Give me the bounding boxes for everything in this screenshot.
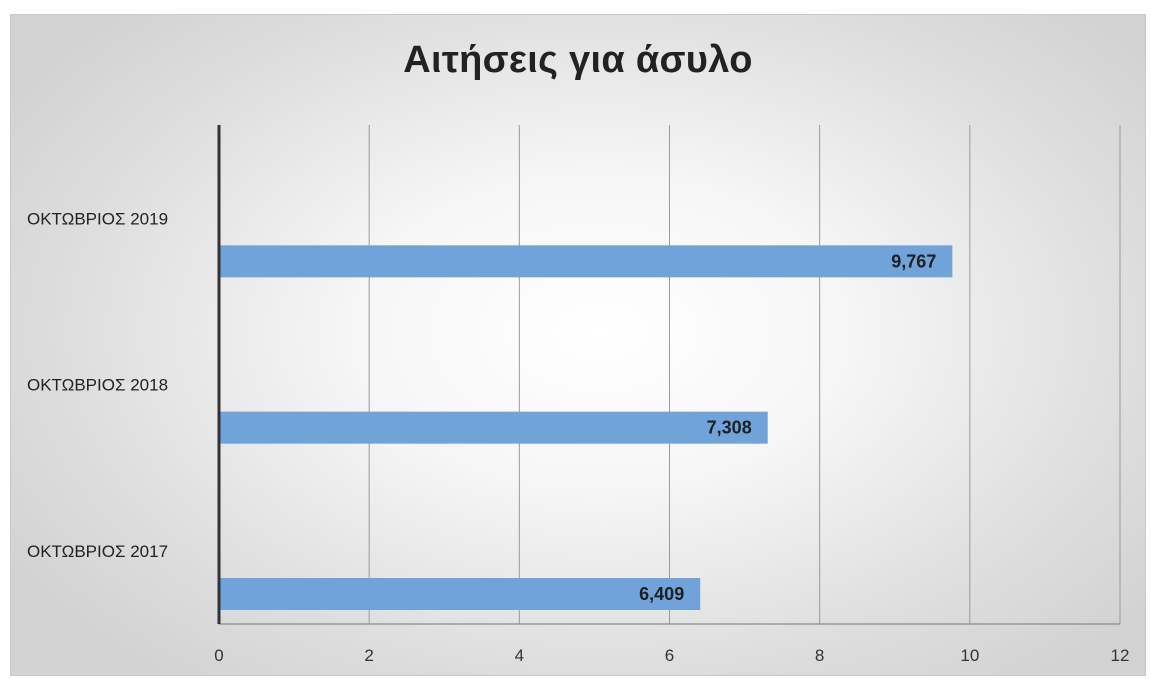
bar <box>220 245 953 278</box>
category-label: ΟΚΤΩΒΡΙΟΣ 2018 <box>27 376 168 395</box>
bar <box>220 578 701 610</box>
category-label: ΟΚΤΩΒΡΙΟΣ 2017 <box>27 542 168 561</box>
chart-title: Αιτήσεις για άσυλο <box>403 39 753 81</box>
bar <box>220 411 768 444</box>
data-label: 9,767 <box>891 251 936 271</box>
data-label: 7,308 <box>707 418 752 438</box>
x-tick-label: 0 <box>214 646 223 665</box>
x-tick-label: 8 <box>815 646 824 665</box>
x-tick-label: 2 <box>364 646 373 665</box>
chart-frame: Αιτήσεις για άσυλο <box>10 14 1146 676</box>
x-tick-label: 10 <box>960 646 979 665</box>
x-tick-label: 12 <box>1111 646 1130 665</box>
category-label: ΟΚΤΩΒΡΙΟΣ 2019 <box>27 209 168 228</box>
x-tick-label: 6 <box>665 646 674 665</box>
x-tick-label: 4 <box>515 646 524 665</box>
data-label: 6,409 <box>639 584 684 604</box>
